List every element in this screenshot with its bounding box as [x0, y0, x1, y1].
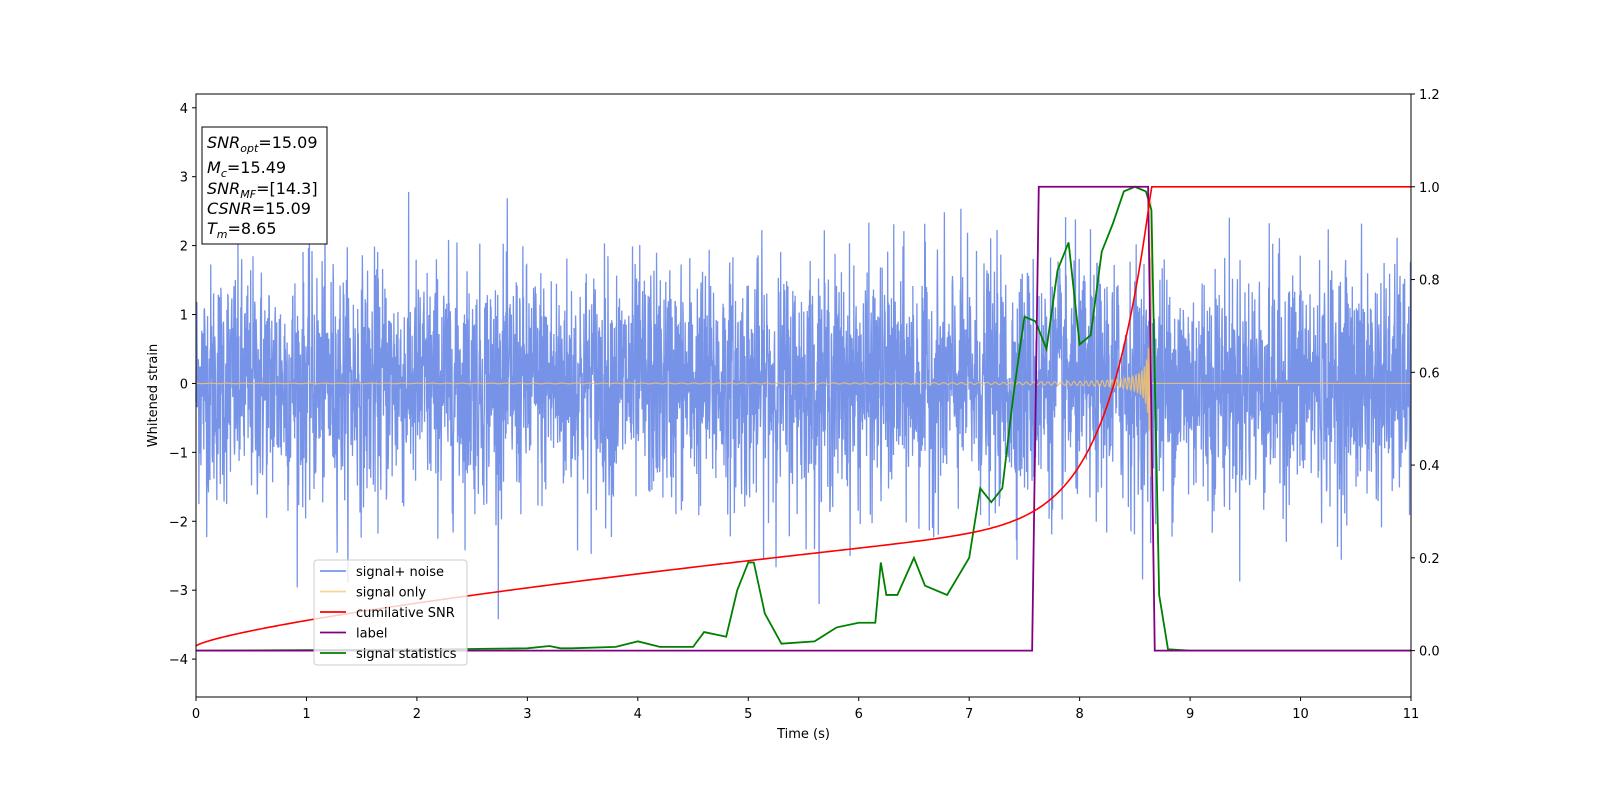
x-axis-ticks: 0 1 2 3 4 5 6 7 8 9 10 11 — [192, 697, 1419, 722]
x-tick-label: 5 — [744, 707, 752, 722]
legend-label: label — [356, 627, 387, 642]
y2-axis-ticks: 1.2 1.0 0.8 0.6 0.4 0.2 0.0 — [1411, 88, 1440, 660]
annotation-chirp-mass: Mc=15.49 — [207, 158, 286, 180]
annotation-snr-mf: SNRMF=[14.3] — [207, 179, 318, 201]
x-tick-label: 8 — [1075, 707, 1083, 722]
legend-label: signal statistics — [356, 647, 457, 662]
x-tick-label: 4 — [634, 707, 642, 722]
y2-tick-label: 0.2 — [1419, 552, 1440, 567]
legend: signal+ noise signal only cumilative SNR la… — [313, 559, 468, 666]
x-tick-label: 7 — [965, 707, 973, 722]
x-tick-label: 9 — [1186, 707, 1194, 722]
parameter-annotation-box: SNRopt=15.09 Mc=15.49 SNRMF=[14.3] CSNR=… — [201, 126, 328, 245]
plot-frame — [195, 93, 1412, 698]
x-tick-label: 10 — [1292, 707, 1309, 722]
annotation-snr-opt: SNRopt=15.09 — [207, 133, 318, 155]
y2-tick-label: 1.0 — [1419, 181, 1440, 196]
x-tick-label: 3 — [523, 707, 531, 722]
y2-tick-label: 0.0 — [1419, 645, 1440, 660]
y2-tick-label: 0.4 — [1419, 459, 1440, 474]
series-line-signal-only — [195, 201, 1411, 477]
noise-series-layer — [195, 191, 1412, 620]
y-tick-label: 1 — [180, 309, 188, 324]
y-tick-label: 2 — [180, 240, 188, 255]
legend-label: signal only — [356, 586, 426, 601]
x-axis-label: Time (s) — [776, 727, 830, 742]
y-tick-label: −2 — [169, 515, 188, 530]
legend-label: cumilative SNR — [356, 606, 455, 621]
x-tick-label: 2 — [413, 707, 421, 722]
y-tick-label: 3 — [180, 171, 188, 186]
series-line-signal-noise — [195, 191, 1412, 620]
y2-tick-label: 0.8 — [1419, 274, 1440, 289]
x-tick-label: 6 — [855, 707, 863, 722]
y2-tick-label: 0.6 — [1419, 366, 1440, 381]
annotation-merger-time: Tm=8.65 — [207, 219, 277, 241]
y2-tick-label: 1.2 — [1419, 88, 1440, 103]
signal-series-layer — [195, 201, 1411, 477]
legend-label: signal+ noise — [356, 565, 444, 580]
annotation-csnr: CSNR=15.09 — [207, 199, 311, 218]
y-tick-label: −3 — [169, 584, 188, 599]
y-tick-label: 4 — [180, 102, 188, 117]
y-tick-label: −4 — [169, 653, 188, 668]
x-tick-label: 0 — [192, 707, 200, 722]
y-tick-label: 0 — [180, 377, 188, 392]
y-axis-ticks: 4 3 2 1 0 −1 −2 −3 −4 — [169, 102, 196, 668]
y-tick-label: −1 — [169, 446, 188, 461]
x-tick-label: 1 — [302, 707, 310, 722]
x-tick-label: 11 — [1403, 707, 1420, 722]
series-line-label — [196, 185, 1411, 652]
y-axis-label: Whitened strain — [146, 344, 161, 447]
series-line-signal-statistics — [195, 185, 1411, 652]
